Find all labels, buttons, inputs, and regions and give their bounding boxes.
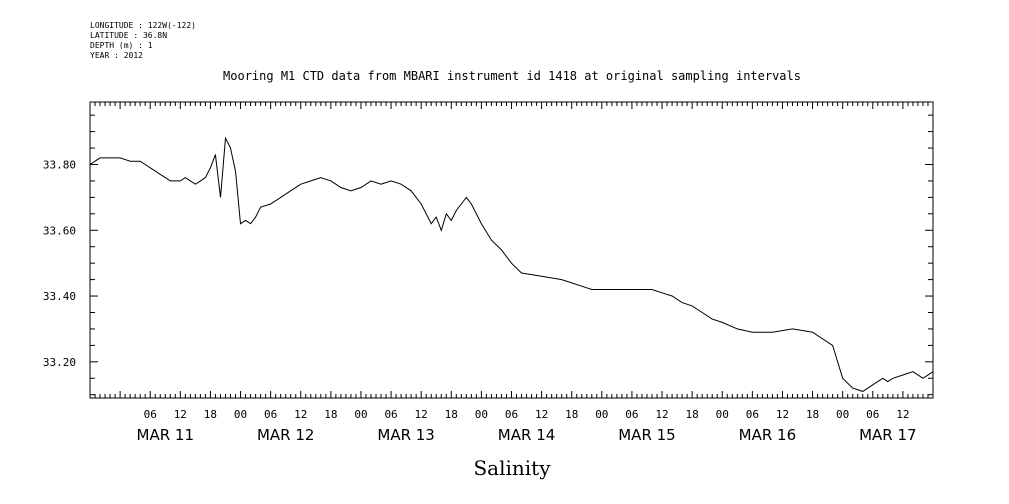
x-tick-label: 12	[896, 408, 909, 421]
x-tick-label: 12	[776, 408, 789, 421]
latitude-label: LATITUDE : 36.8N	[90, 31, 168, 40]
x-tick-label: 06	[746, 408, 759, 421]
x-tick-label: 00	[716, 408, 729, 421]
x-tick-label: 12	[294, 408, 307, 421]
day-label: MAR 12	[257, 426, 314, 444]
x-tick-labels: 06 12 18 00 06 12 18 00 06 12 18 00 06 12 18 00 06 12 18 00…	[144, 408, 910, 421]
axis-ticks	[89, 102, 934, 398]
x-tick-label: 00	[595, 408, 608, 421]
x-tick-label: 00	[354, 408, 367, 421]
year-label: YEAR : 2012	[90, 51, 143, 60]
plot-frame	[89, 101, 934, 399]
x-tick-label: 06	[625, 408, 638, 421]
x-tick-label: 18	[445, 408, 458, 421]
x-tick-label: 12	[174, 408, 187, 421]
x-tick-label: 18	[204, 408, 217, 421]
x-tick-label: 18	[565, 408, 578, 421]
x-tick-label: 06	[866, 408, 879, 421]
x-tick-label: 12	[415, 408, 428, 421]
day-label: MAR 17	[859, 426, 916, 444]
day-label: MAR 14	[498, 426, 555, 444]
day-labels: MAR 11 MAR 12 MAR 13 MAR 14 MAR 15 MAR 16 MAR …	[137, 426, 917, 444]
longitude-label: LONGITUDE : 122W(-122)	[90, 21, 196, 30]
y-tick-label: 33.80	[43, 158, 76, 171]
x-tick-label: 00	[234, 408, 247, 421]
x-tick-label: 12	[535, 408, 548, 421]
y-tick-label: 33.60	[43, 224, 76, 237]
chart-title: Mooring M1 CTD data from MBARI instrumen…	[223, 69, 801, 83]
day-label: MAR 11	[137, 426, 194, 444]
y-tick-label: 33.20	[43, 356, 76, 369]
metadata-block: LONGITUDE : 122W(-122) LATITUDE : 36.8N …	[90, 21, 196, 61]
salinity-series-line	[89, 136, 934, 392]
x-tick-label: 18	[324, 408, 337, 421]
day-label: MAR 15	[618, 426, 675, 444]
x-tick-label: 00	[475, 408, 488, 421]
x-tick-label: 06	[144, 408, 157, 421]
x-tick-label: 12	[655, 408, 668, 421]
day-label: MAR 13	[377, 426, 434, 444]
y-tick-labels: 33.20 33.40 33.60 33.80	[43, 158, 76, 368]
x-tick-label: 18	[686, 408, 699, 421]
y-tick-label: 33.40	[43, 290, 76, 303]
depth-label: DEPTH (m) : 1	[90, 41, 153, 50]
x-axis-label: Salinity	[473, 456, 551, 480]
x-tick-label: 00	[836, 408, 849, 421]
x-tick-label: 06	[505, 408, 518, 421]
x-tick-label: 06	[384, 408, 397, 421]
x-tick-label: 06	[264, 408, 277, 421]
x-tick-label: 18	[806, 408, 819, 421]
day-label: MAR 16	[739, 426, 796, 444]
